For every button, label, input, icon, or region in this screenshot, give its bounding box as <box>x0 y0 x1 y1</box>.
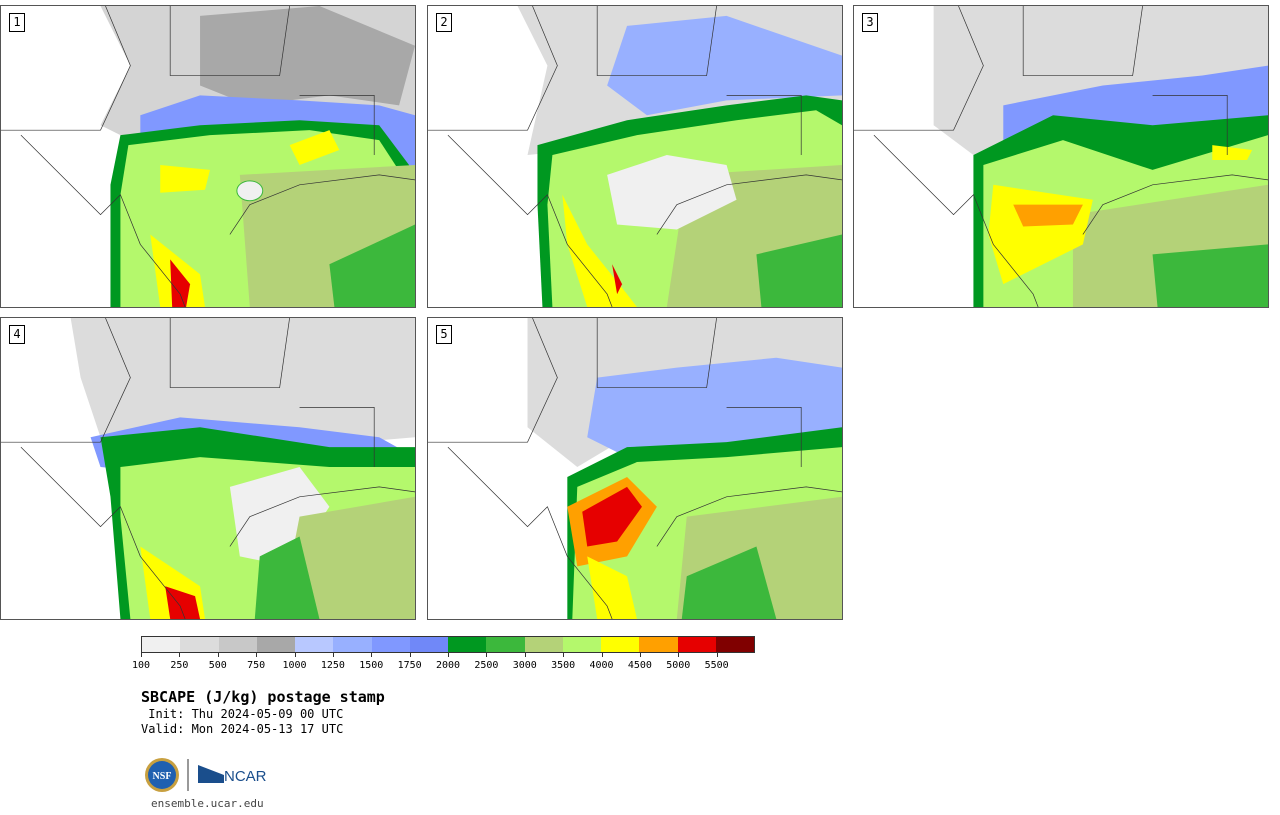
colorbar-tick-label: 250 <box>170 660 189 671</box>
colorbar-swatch <box>448 637 487 652</box>
colorbar-tick-label: 5500 <box>704 660 729 671</box>
colorbar-swatch <box>256 637 295 652</box>
map-panel-1: 1 <box>0 5 416 308</box>
colorbar-swatch <box>371 637 410 652</box>
colorbar-tickmark <box>486 653 488 657</box>
colorbar-swatch <box>715 637 754 652</box>
panel-number: 4 <box>9 325 25 344</box>
colorbar-swatch <box>180 637 219 652</box>
colorbar-swatch <box>639 637 678 652</box>
colorbar-tick-label: 100 <box>131 660 151 671</box>
sbcape-map-4 <box>1 318 415 619</box>
map-panel-3: 3 <box>853 5 1269 308</box>
valid-time: Valid: Mon 2024-05-13 17 UTC <box>141 722 344 736</box>
sbcape-map-3 <box>854 6 1268 307</box>
colorbar-tickmark <box>563 653 565 657</box>
colorbar-tick-label: 4500 <box>627 660 652 671</box>
colorbar-swatch <box>677 637 716 652</box>
colorbar-swatch <box>524 637 563 652</box>
colorbar-tick-label: 2000 <box>435 660 461 671</box>
colorbar-tick-label: 1000 <box>282 660 307 671</box>
map-panel-4: 4 <box>0 317 416 620</box>
colorbar-tick-label: 4000 <box>589 660 614 671</box>
panel-number: 5 <box>436 325 452 344</box>
chart-title: SBCAPE (J/kg) postage stamp <box>141 688 385 706</box>
colorbar-swatch <box>562 637 601 652</box>
colorbar-swatch <box>333 637 372 652</box>
website-url: ensemble.ucar.edu <box>151 797 264 810</box>
colorbar-tick-label: 2500 <box>474 660 499 671</box>
colorbar-tickmark <box>716 653 718 657</box>
colorbar-tickmark <box>639 653 641 657</box>
colorbar-swatch <box>601 637 640 652</box>
ncar-logo-icon: NCAR <box>198 765 267 785</box>
colorbar-tick-label: 500 <box>208 660 227 671</box>
colorbar <box>141 636 755 653</box>
colorbar-tick-label: 3000 <box>512 660 537 671</box>
map-panel-5: 5 <box>427 317 843 620</box>
colorbar-tickmark <box>371 653 373 657</box>
colorbar-tick-label: 1750 <box>397 660 422 671</box>
colorbar-swatch <box>142 637 181 652</box>
colorbar-tickmark <box>141 653 142 657</box>
init-time: Init: Thu 2024-05-09 00 UTC <box>141 707 344 721</box>
colorbar-tick-label: 750 <box>247 660 266 671</box>
sbcape-map-5 <box>428 318 842 619</box>
colorbar-tickmark <box>217 653 219 657</box>
sbcape-map-2 <box>428 6 842 307</box>
colorbar-tickmark <box>294 653 296 657</box>
logos: NSF NCAR <box>145 758 267 792</box>
ncar-logo-text: NCAR <box>224 768 267 785</box>
colorbar-tickmark <box>332 653 334 657</box>
panel-number: 3 <box>862 13 878 32</box>
colorbar-tickmark <box>256 653 258 657</box>
colorbar-tick-label: 1500 <box>359 660 384 671</box>
colorbar-swatch <box>409 637 448 652</box>
nsf-logo-icon: NSF <box>145 758 179 792</box>
map-panel-2: 2 <box>427 5 843 308</box>
colorbar-tickmark <box>601 653 603 657</box>
colorbar-tickmark <box>179 653 181 657</box>
colorbar-tick-label: 3500 <box>551 660 576 671</box>
panel-number: 2 <box>436 13 452 32</box>
nsf-logo-text: NSF <box>153 771 172 782</box>
colorbar-tickmark <box>448 653 449 657</box>
colorbar-swatch <box>486 637 525 652</box>
colorbar-tick-label: 1250 <box>320 660 345 671</box>
colorbar-tick-label: 5000 <box>666 660 691 671</box>
colorbar-tickmark <box>524 653 526 657</box>
colorbar-swatch <box>218 637 257 652</box>
colorbar-swatch <box>295 637 334 652</box>
panel-number: 1 <box>9 13 25 32</box>
colorbar-tickmark <box>678 653 680 657</box>
colorbar-tickmark <box>409 653 411 657</box>
sbcape-map-1 <box>1 6 415 307</box>
